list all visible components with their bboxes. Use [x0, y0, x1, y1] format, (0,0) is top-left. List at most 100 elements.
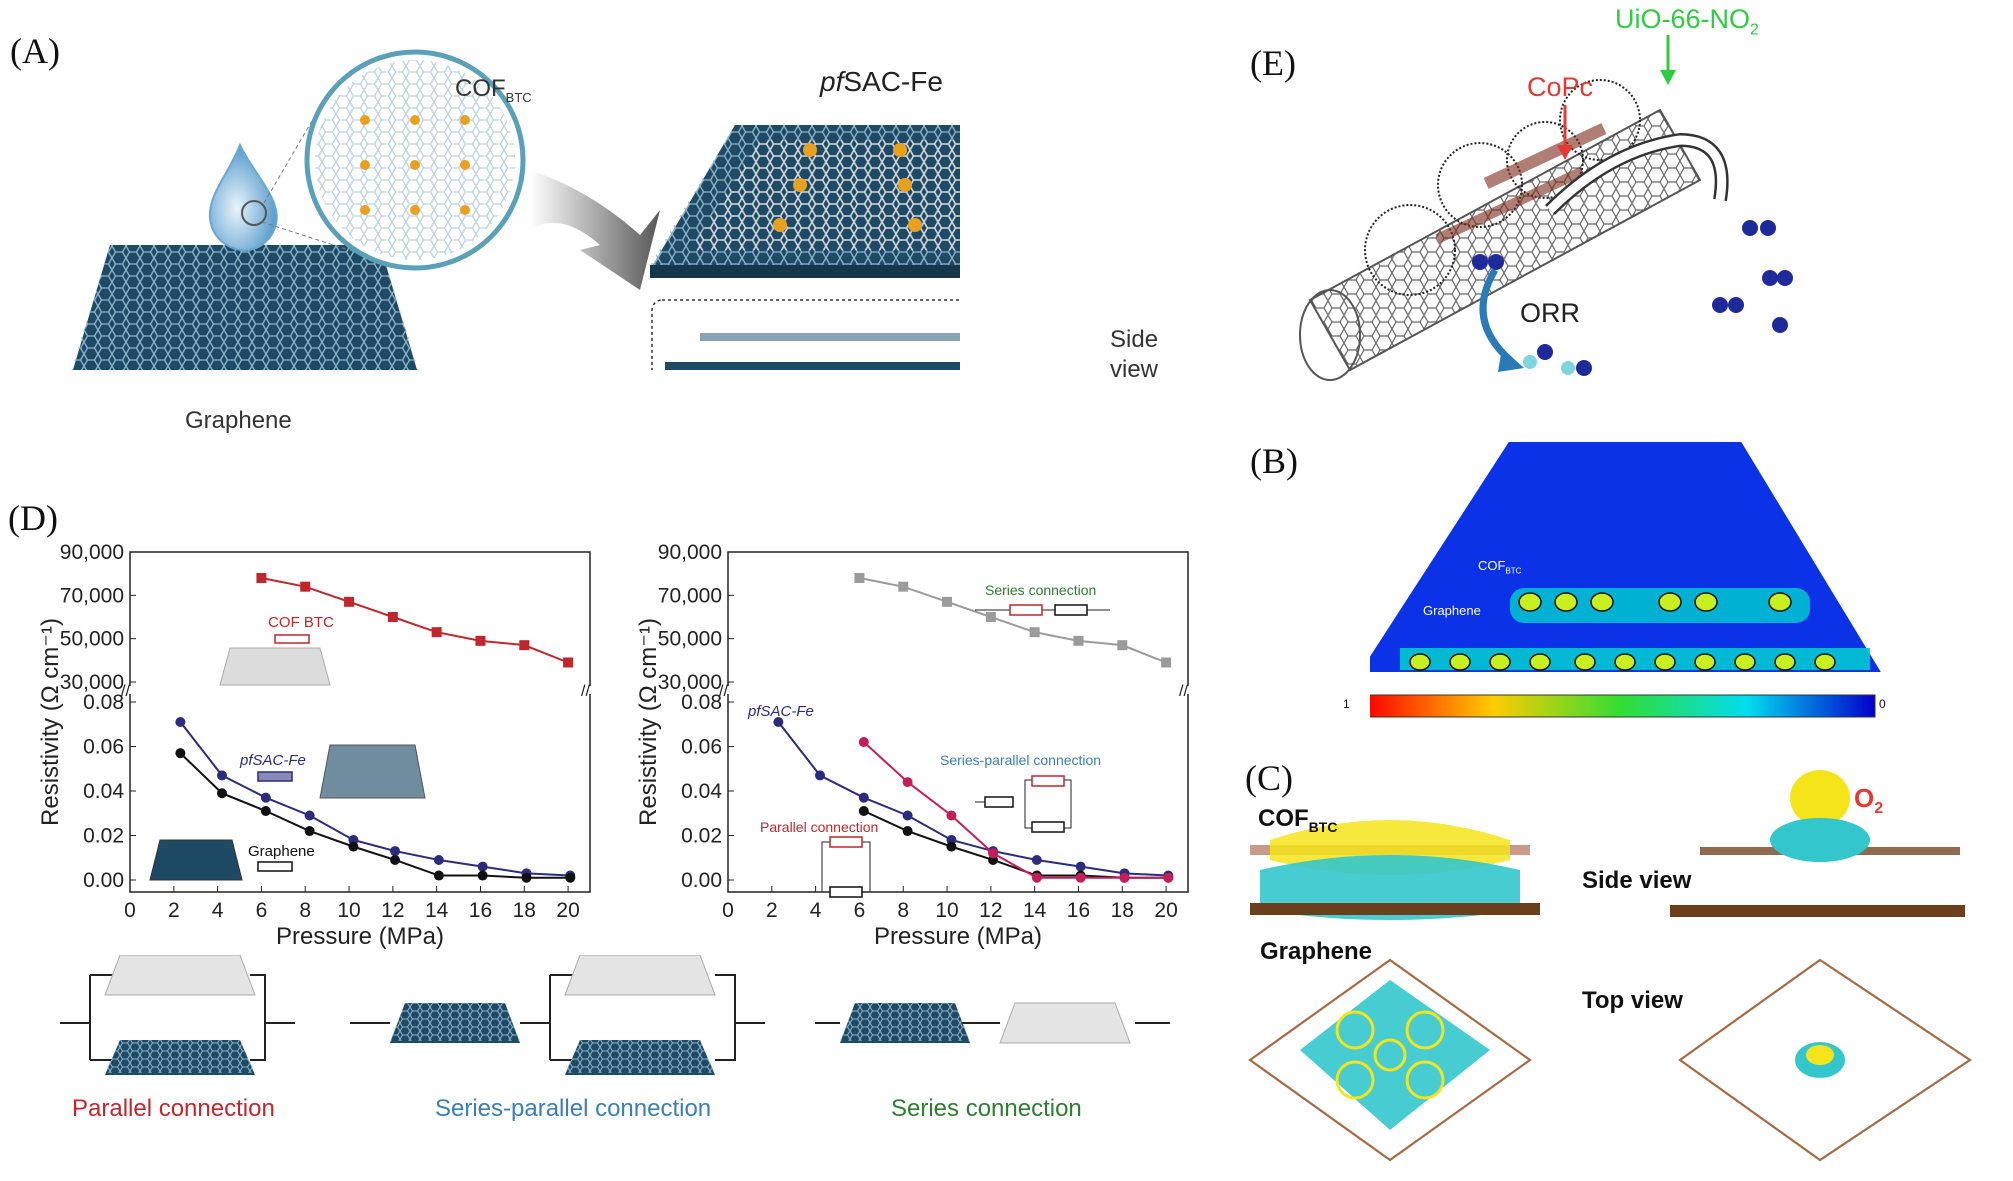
data-point — [1119, 872, 1130, 883]
cof-btc-label-c: COFBTC — [1258, 805, 1338, 835]
data-point — [1161, 657, 1172, 668]
data-point — [175, 748, 186, 759]
orr-curved-arrow — [1479, 268, 1513, 363]
y-tick-label-upper: 90,000 — [658, 541, 722, 564]
color-scale-bar — [1370, 694, 1876, 718]
side-view-label: Side view — [1110, 326, 1159, 383]
annotation-graphene: Graphene — [248, 843, 315, 860]
data-point — [985, 612, 996, 622]
chart-frame — [727, 551, 1189, 893]
y-tick-label-upper: 70,000 — [658, 584, 722, 607]
cof-btc-label-b: COFBTC — [1478, 558, 1522, 576]
annotation-pfsac-resistor — [257, 771, 293, 782]
y-tick-label-upper: 70,000 — [60, 584, 124, 607]
panel-letter-b: (B) — [1250, 441, 1298, 481]
data-point — [477, 870, 488, 881]
axis-break-right: // — [1179, 683, 1188, 700]
o2-label: O2 — [1854, 783, 1884, 818]
data-point — [1117, 640, 1128, 651]
annotation-sp-r3 — [1031, 821, 1065, 833]
panel-d-charts: ////0 2 4 6 8 10 12 14 16 18 2030,00050,00070,0009… — [37, 541, 1196, 950]
annotation-cof-sheet — [219, 647, 331, 686]
data-point — [260, 806, 271, 817]
series-line — [863, 810, 1169, 879]
x-tick-label: 10 — [337, 899, 360, 922]
panel-d-connection-schematics — [60, 955, 1170, 1075]
annotation-sp-r2 — [1031, 775, 1065, 787]
x-tick-label: 20 — [556, 899, 579, 922]
scale-max-label: 0 — [1879, 697, 1886, 711]
data-point — [1075, 872, 1086, 883]
annotation-sp-loop — [1024, 779, 1072, 829]
x-tick-label: 16 — [469, 899, 492, 922]
data-point — [565, 872, 576, 883]
y-tick-label-upper: 30,000 — [658, 671, 722, 694]
annotation-cof: COF BTC — [268, 614, 334, 631]
data-point — [431, 627, 442, 638]
panel-e-illustration — [1299, 35, 1793, 381]
cof-zoom-circle — [304, 49, 526, 271]
x-tick-label: 0 — [124, 899, 136, 922]
y-tick-label-lower: 0.06 — [83, 736, 124, 759]
x-tick-label: 2 — [168, 899, 180, 922]
bottom-label-series-parallel: Series-parallel connection — [435, 1095, 712, 1122]
y-tick-label-lower: 0.08 — [681, 691, 722, 714]
series-line — [179, 721, 571, 877]
graphene-label-a: Graphene — [185, 407, 292, 434]
data-point — [256, 573, 267, 583]
annotation-graphene-resistor — [257, 861, 293, 872]
x-tick-label: 18 — [513, 899, 536, 922]
y-tick-label-lower: 0.00 — [83, 869, 124, 892]
copc-label: CoPc — [1527, 72, 1594, 102]
data-point — [946, 841, 957, 852]
data-point — [1031, 854, 1042, 865]
graphene-label-b: Graphene — [1423, 603, 1481, 618]
data-point — [988, 848, 999, 859]
x-tick-label: 20 — [1154, 899, 1177, 922]
panel-b-elf-map — [1370, 442, 1881, 718]
x-tick-label: 6 — [256, 899, 268, 922]
elf-blobs — [1400, 588, 1870, 671]
data-point — [304, 810, 315, 821]
data-point — [260, 792, 271, 803]
x-tick-label: 2 — [766, 899, 778, 922]
data-point — [217, 788, 227, 799]
series-line — [179, 752, 571, 879]
series-line — [777, 721, 1169, 877]
data-point — [387, 612, 398, 622]
data-point — [300, 581, 311, 592]
annotation-sp-r1 — [984, 796, 1014, 808]
pfsac-fe-sheet — [650, 125, 960, 278]
side-view-box — [651, 299, 960, 370]
annotation-series-parallel: Series-parallel connection — [940, 752, 1101, 768]
graphene-label-c: Graphene — [1260, 938, 1373, 965]
data-point — [563, 657, 574, 668]
x-tick-label: 8 — [299, 899, 311, 922]
data-point — [902, 777, 913, 788]
annotation-parallel: Parallel connection — [760, 819, 878, 835]
panel-letter-e: (E) — [1250, 43, 1296, 83]
data-point — [348, 841, 359, 852]
data-point — [175, 717, 186, 728]
y-tick-label-upper: 90,000 — [60, 541, 124, 564]
y-tick-label-lower: 0.00 — [681, 869, 722, 892]
axis-break-left: // — [719, 683, 728, 700]
y-tick-label-upper: 30,000 — [60, 671, 124, 694]
annotation-series-r1 — [1009, 604, 1043, 616]
x-axis-label: Pressure (MPa) — [276, 923, 444, 950]
x-tick-label: 10 — [935, 899, 958, 922]
annotation-p-r2 — [829, 886, 863, 898]
x-tick-label: 8 — [897, 899, 909, 922]
y-tick-label-lower: 0.06 — [681, 736, 722, 759]
annotation-series: Series connection — [985, 582, 1096, 598]
data-point — [858, 737, 869, 748]
axis-break-mask-left — [122, 686, 138, 694]
x-tick-label: 14 — [1023, 899, 1047, 922]
annotation-pfsac-sheet — [319, 744, 426, 799]
panel-letter-d: (D) — [8, 498, 58, 538]
x-tick-label: 6 — [854, 899, 866, 922]
series-line — [863, 741, 1169, 879]
data-point — [521, 872, 532, 883]
side-view-label-c: Side view — [1582, 867, 1692, 894]
x-tick-label: 16 — [1067, 899, 1090, 922]
